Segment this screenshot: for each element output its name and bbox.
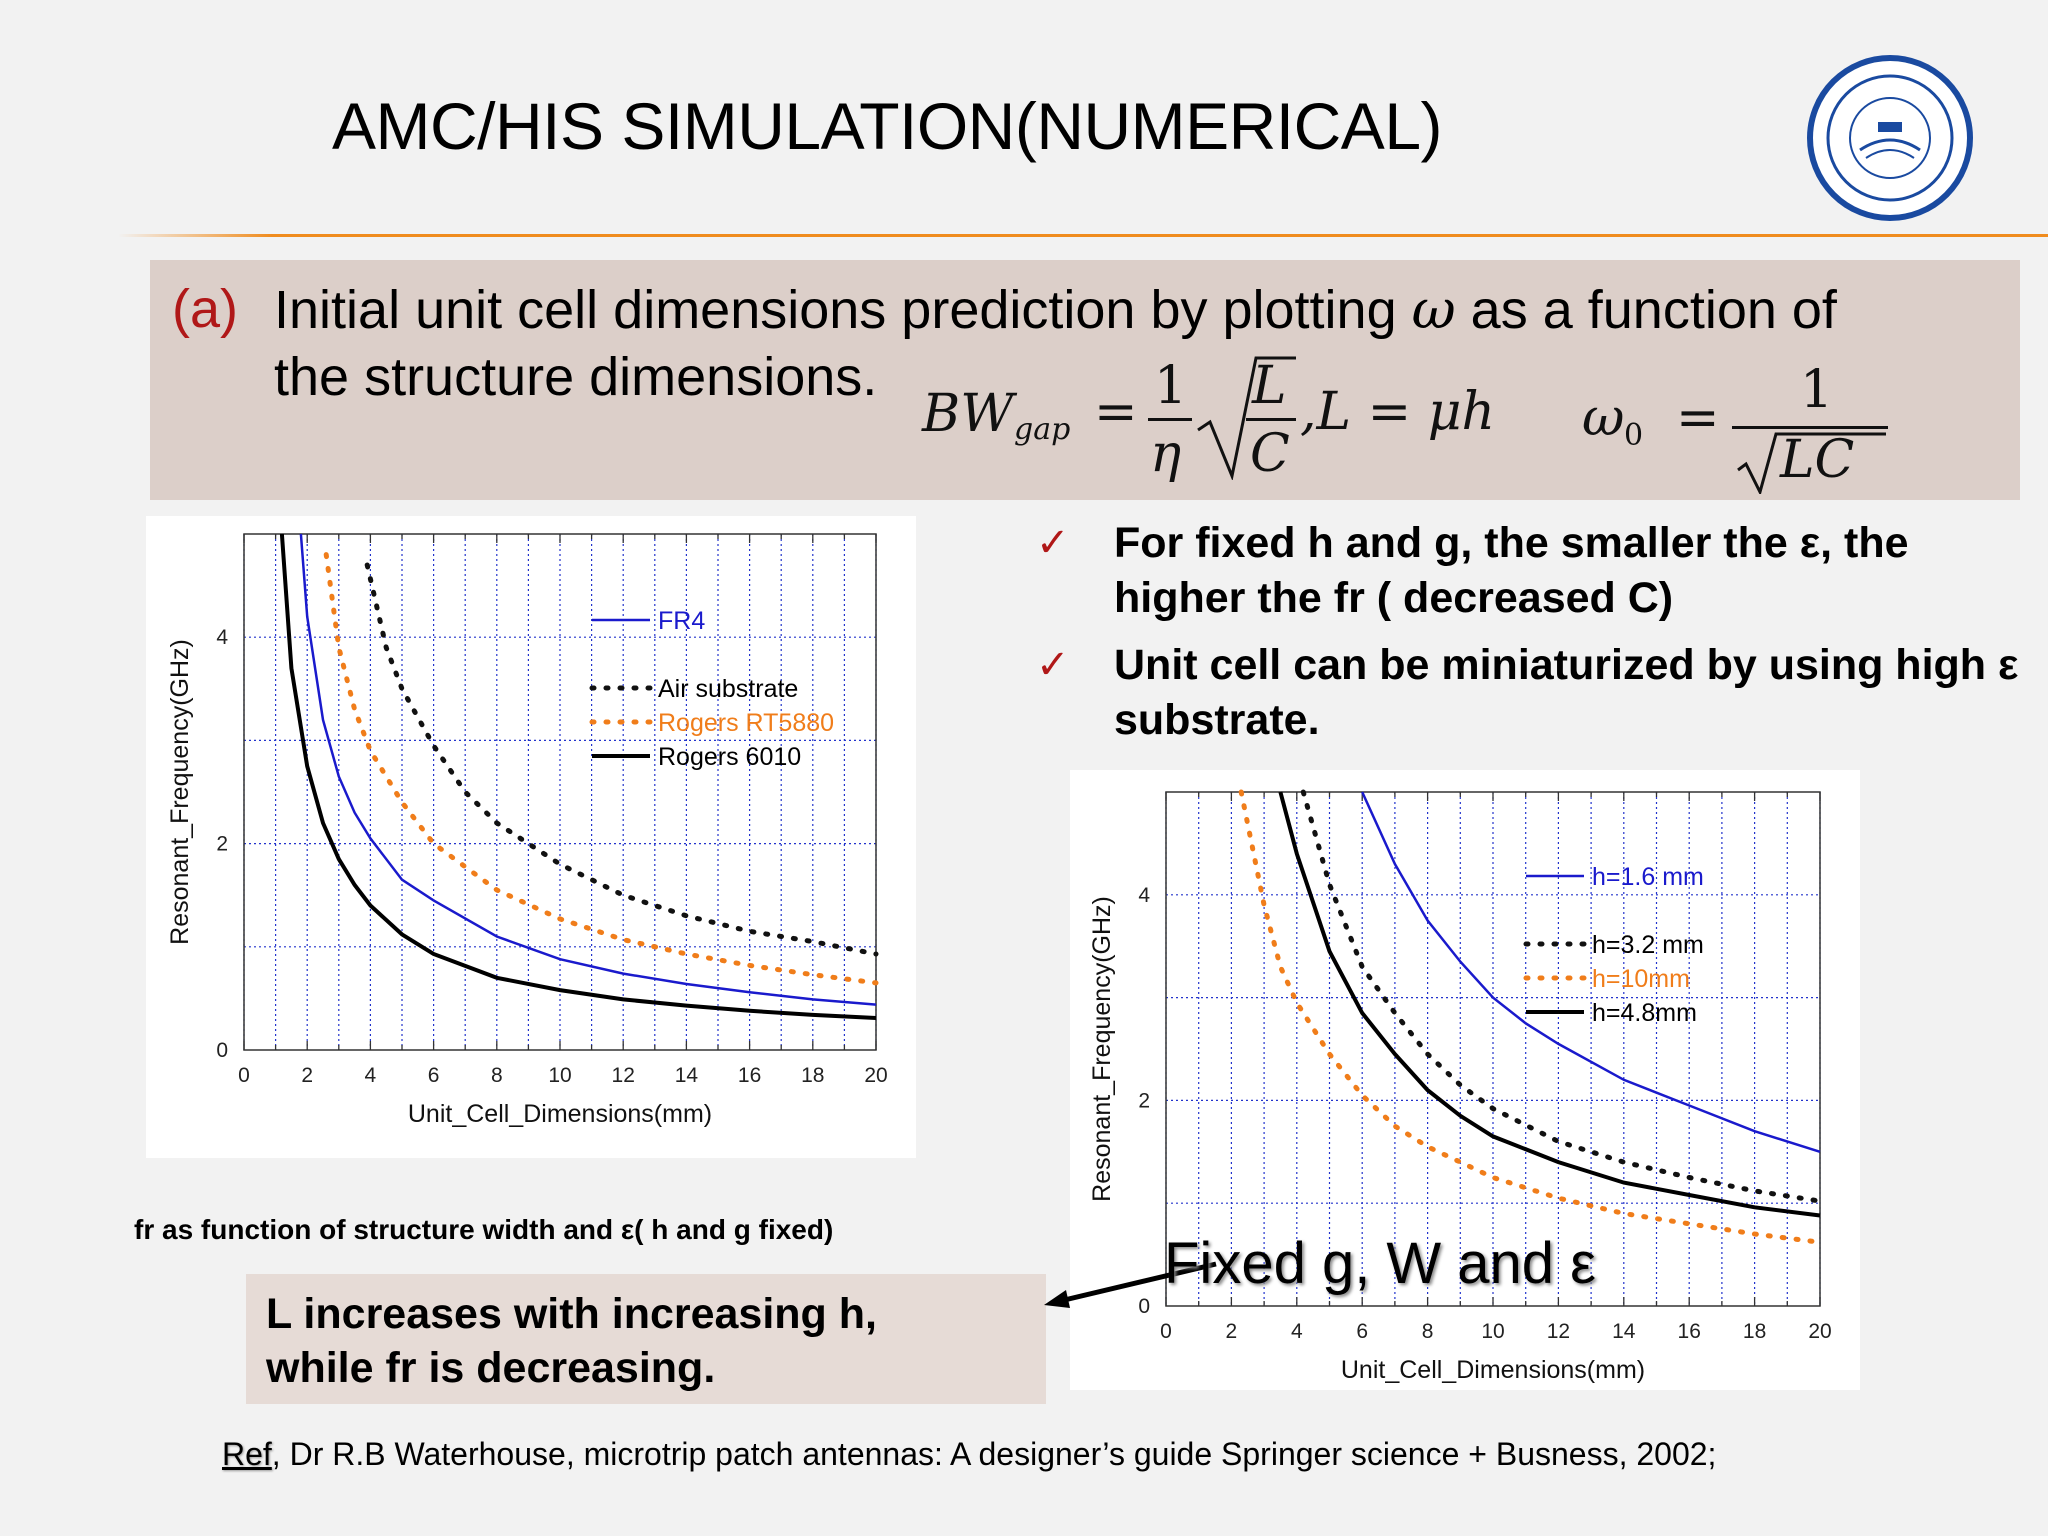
x-tick-label: 6 (1356, 1320, 1368, 1343)
eq1-numerator: 1 (1154, 356, 1188, 416)
x-tick-label: 0 (1160, 1320, 1172, 1343)
eq2-fraction-bar (1732, 426, 1888, 429)
bullet-item: ✓ For fixed h and g, the smaller the ε, … (1036, 516, 2036, 626)
eq1-radicand-bar (1246, 418, 1296, 421)
slide-title: AMC/HIS SIMULATION(NUMERICAL) (332, 89, 1443, 163)
checkmark-icon: ✓ (1036, 643, 1070, 687)
fixed-params-label: Fixed g, W and ε (1164, 1231, 1597, 1296)
x-tick-label: 12 (612, 1064, 635, 1087)
checkmark-icon: ✓ (1036, 521, 1070, 565)
x-tick-label: 14 (1612, 1320, 1636, 1343)
chart-substrate: 0 2 4 6 8 10 12 14 16 18 20 0 2 4 Unit_Cell_Dimensions… (146, 516, 916, 1158)
legend-label: Rogers RT5880 (658, 709, 834, 737)
pointer-arrow-icon (1044, 1261, 1217, 1308)
legend-label: Rogers 6010 (658, 743, 801, 771)
series-line (1361, 791, 1821, 1153)
eq1-lhs: BW (922, 384, 1014, 444)
banner-line-1: Initial unit cell dimensions prediction … (274, 278, 1837, 341)
x-tick-label: 10 (1481, 1320, 1504, 1343)
eq1-denominator: η (1150, 424, 1182, 484)
banner-text-a: Initial unit cell dimensions prediction … (274, 280, 1412, 340)
plot-frame (243, 533, 877, 1051)
x-tick-label: 6 (428, 1064, 440, 1087)
x-tick-label: 0 (238, 1064, 250, 1087)
series-line (1300, 789, 1823, 1204)
x-tick-label: 16 (1678, 1320, 1701, 1343)
bullet-list: ✓ For fixed h and g, the smaller the ε, … (1036, 516, 2036, 760)
chart-thickness-svg: 0 2 4 6 8 10 12 14 16 18 20 0 2 4 Unit_Cell_Dimensions… (1088, 789, 1832, 1384)
y-axis-label: Resonant_Frequency(GHz) (1088, 896, 1116, 1202)
series-line (279, 533, 877, 1020)
eq1-radicand-denominator: C (1250, 424, 1290, 484)
eq1-fraction-bar (1148, 418, 1192, 421)
y-tick-label: 4 (216, 626, 228, 649)
x-tick-label: 20 (1808, 1320, 1831, 1343)
x-tick-label: 14 (675, 1064, 699, 1087)
eq1-equals: = (1094, 382, 1138, 442)
eq2-radical-sign (1737, 432, 1886, 494)
left-chart-caption: fr as function of structure width and ε(… (134, 1214, 834, 1245)
x-tick-label: 10 (548, 1064, 571, 1087)
legend-label: Air substrate (658, 675, 798, 703)
x-tick-label: 18 (801, 1064, 824, 1087)
series-line (299, 533, 877, 1006)
y-tick-label: 0 (1138, 1295, 1150, 1318)
eq1-radicand-numerator: L (1252, 356, 1287, 416)
x-axis-label: Unit_Cell_Dimensions(mm) (1341, 1356, 1645, 1384)
y-tick-label: 0 (216, 1039, 228, 1062)
legend-label: h=4.8mm (1592, 999, 1697, 1027)
legend-label: h=10mm (1592, 965, 1690, 993)
note-box: L increases with increasing h, while fr … (246, 1274, 1046, 1404)
note-line-1: L increases with increasing h, (266, 1290, 877, 1338)
ref-text: , Dr R.B Waterhouse, microtrip patch ant… (271, 1436, 1717, 1472)
x-tick-label: 18 (1743, 1320, 1766, 1343)
legend-label: h=3.2 mm (1592, 931, 1704, 959)
university-seal-logo (1807, 55, 1973, 221)
y-axis-label: Resonant_Frequency(GHz) (166, 639, 194, 945)
eq1-subscript: gap (1014, 412, 1071, 447)
reference: Ref, Dr R.B Waterhouse, microtrip patch … (222, 1436, 1716, 1473)
eq2-equals: = (1676, 388, 1720, 448)
series-line (1278, 791, 1821, 1218)
title-divider (118, 234, 2048, 237)
chart-substrate-svg: 0 2 4 6 8 10 12 14 16 18 20 0 2 4 Unit_Cell_Dimensions… (166, 533, 888, 1128)
x-axis-label: Unit_Cell_Dimensions(mm) (408, 1100, 712, 1128)
x-tick-label: 12 (1547, 1320, 1570, 1343)
intro-banner: (a) Initial unit cell dimensions predict… (150, 260, 2020, 500)
x-tick-label: 20 (864, 1064, 887, 1087)
y-tick-label: 4 (1138, 884, 1150, 907)
x-tick-label: 2 (301, 1064, 313, 1087)
x-tick-label: 8 (491, 1064, 503, 1087)
x-tick-label: 16 (738, 1064, 761, 1087)
bullet-text: For fixed h and g, the smaller the ε, th… (1114, 519, 1909, 622)
note-line-2: while fr is decreasing. (266, 1344, 716, 1392)
ref-label: Ref (222, 1436, 272, 1472)
bullet-text: Unit cell can be miniaturized by using h… (1114, 641, 2019, 744)
banner-line-2: the structure dimensions. (274, 347, 878, 407)
bullet-item: ✓ Unit cell can be miniaturized by using… (1036, 638, 2036, 748)
omega-symbol: ω (1411, 278, 1456, 341)
item-label: (a) (172, 279, 238, 339)
y-tick-label: 2 (1138, 1089, 1150, 1112)
x-tick-label: 4 (365, 1064, 377, 1087)
eq2-denominator: LC (1780, 430, 1855, 490)
legend-label: h=1.6 mm (1592, 863, 1704, 891)
x-tick-label: 8 (1422, 1320, 1434, 1343)
legend-label: FR4 (658, 607, 705, 635)
series-line (1238, 789, 1823, 1245)
banner-text-b: as a function of (1455, 280, 1837, 340)
y-tick-label: 2 (216, 833, 228, 856)
series-line (323, 552, 879, 986)
eq2-lhs: ω (1582, 388, 1625, 448)
x-tick-label: 2 (1226, 1320, 1238, 1343)
eq2-numerator: 1 (1800, 360, 1834, 420)
chart-thickness: 0 2 4 6 8 10 12 14 16 18 20 0 2 4 Unit_Cell_Dimensions… (1070, 770, 1860, 1390)
eq1-radical-sign (1197, 356, 1296, 480)
eq2-subscript: 0 (1624, 418, 1644, 453)
x-tick-label: 4 (1291, 1320, 1303, 1343)
eq1-tail: ,L = μh (1300, 382, 1495, 442)
